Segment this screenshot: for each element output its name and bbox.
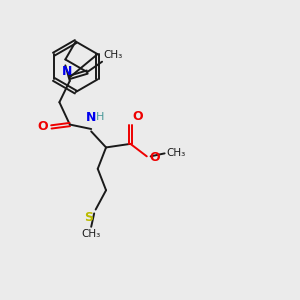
- Text: CH₃: CH₃: [82, 229, 101, 239]
- Text: O: O: [37, 120, 47, 134]
- Text: O: O: [133, 110, 143, 123]
- Text: CH₃: CH₃: [103, 50, 122, 61]
- Text: CH₃: CH₃: [166, 148, 185, 158]
- Text: O: O: [149, 151, 160, 164]
- Text: N: N: [61, 65, 72, 78]
- Text: H: H: [96, 112, 105, 122]
- Text: S: S: [84, 211, 93, 224]
- Text: N: N: [86, 111, 96, 124]
